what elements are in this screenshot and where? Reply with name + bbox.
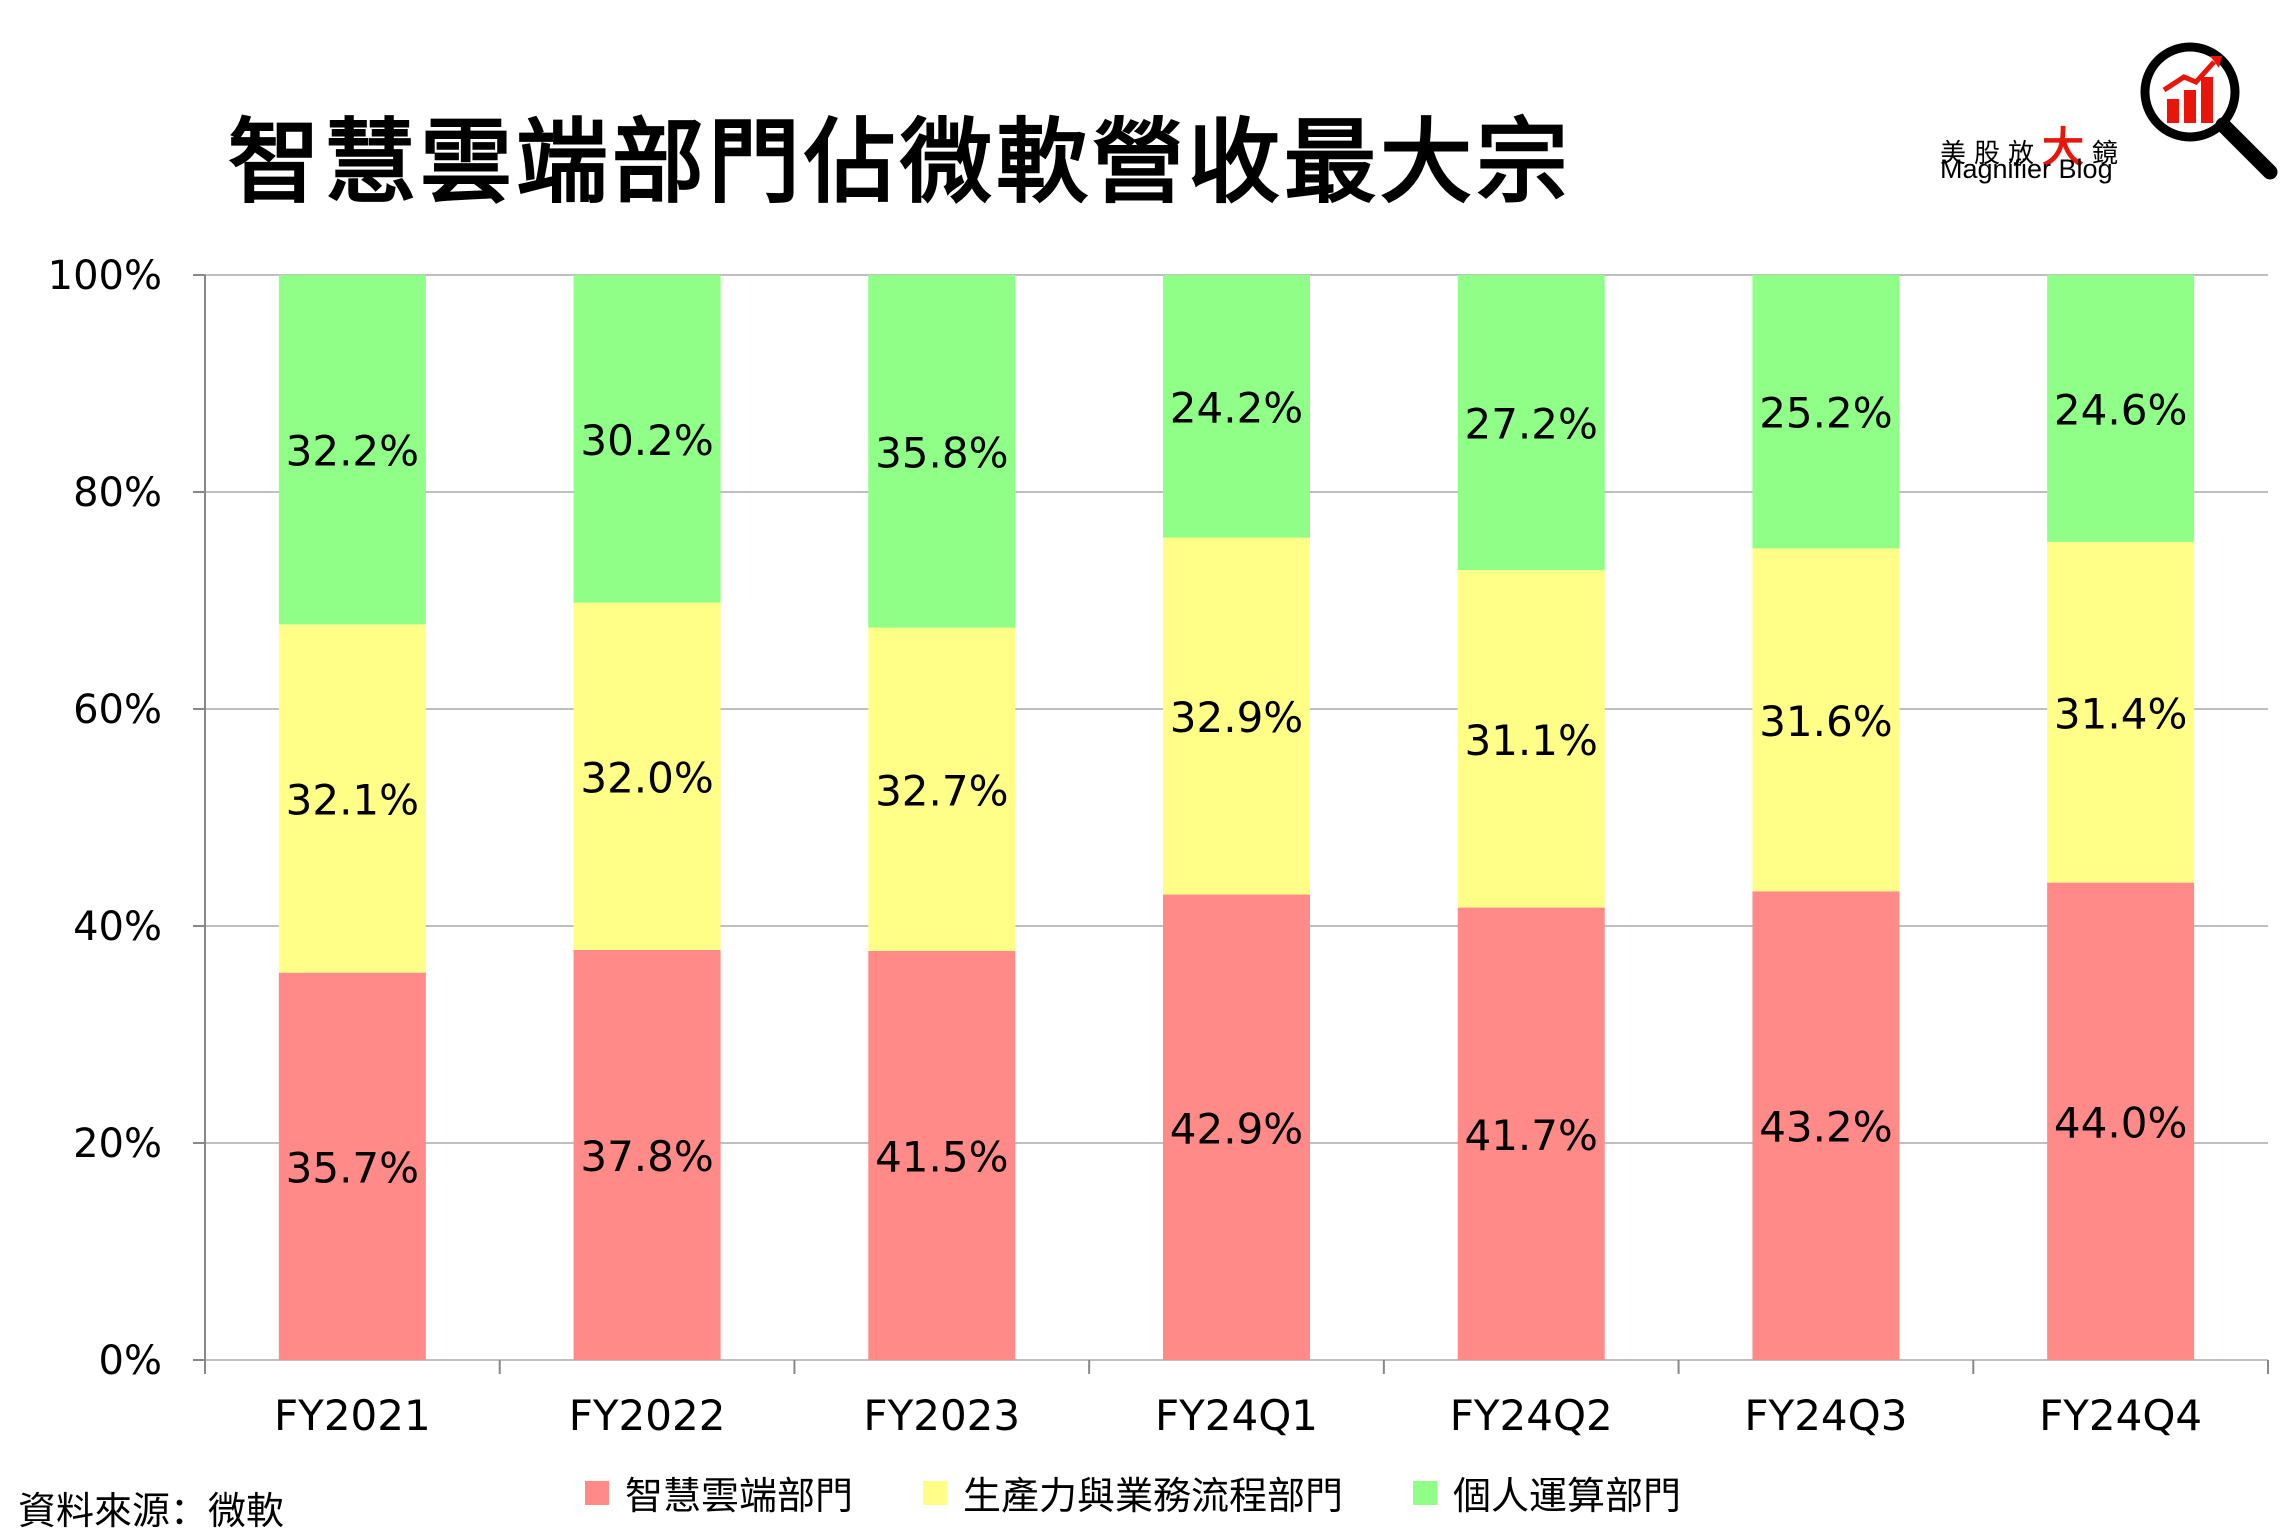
x-tick-label: FY2022: [569, 1391, 726, 1440]
data-label: 25.2%: [1759, 389, 1892, 438]
data-label: 27.2%: [1464, 400, 1597, 449]
x-tick-label: FY2023: [863, 1391, 1020, 1440]
bar-segment: [573, 602, 721, 950]
y-tick-label: 60%: [73, 687, 162, 733]
data-label: 44.0%: [2054, 1098, 2187, 1147]
legend-item-productivity: 生產力與業務流程部門: [923, 1465, 1343, 1520]
data-label: 35.7%: [286, 1143, 419, 1192]
data-label: 31.6%: [1759, 697, 1892, 746]
data-label: 41.7%: [1464, 1111, 1597, 1160]
bar-segment: [1752, 275, 1900, 549]
legend-swatch-personal: [1413, 1480, 1438, 1505]
data-label: 35.8%: [875, 428, 1008, 477]
bar-segment: [868, 627, 1016, 951]
bar-segment: [278, 972, 426, 1360]
legend-item-cloud: 智慧雲端部門: [585, 1465, 853, 1520]
bar-segment: [1457, 907, 1605, 1360]
bar-segment: [1163, 537, 1310, 895]
data-label: 32.2%: [286, 427, 419, 476]
y-tick-label: 80%: [73, 470, 162, 516]
legend-label-productivity: 生產力與業務流程部門: [963, 1474, 1344, 1518]
magnifier-blog-logo: 美股放大鏡 Magnifier Blog: [1930, 30, 2280, 200]
bar-segment: [1457, 275, 1605, 571]
data-label: 32.1%: [286, 776, 419, 825]
bar-segment: [1163, 275, 1310, 538]
bar-segment: [1752, 891, 1900, 1360]
data-label: 42.9%: [1170, 1104, 1303, 1153]
bar-segment: [868, 275, 1016, 628]
legend-swatch-cloud: [585, 1480, 609, 1505]
data-label: 31.4%: [2054, 689, 2187, 738]
x-tick-label: FY24Q1: [1155, 1391, 1318, 1440]
x-tick-label: FY24Q3: [1744, 1391, 1907, 1440]
y-tick-label: 40%: [73, 904, 162, 950]
bar-segment: [1752, 548, 1900, 892]
legend-label-personal: 個人運算部門: [1453, 1474, 1682, 1518]
y-tick-label: 100%: [48, 253, 162, 299]
y-tick-label: 20%: [73, 1121, 162, 1167]
data-label: 37.8%: [580, 1132, 713, 1181]
bar-segment: [868, 950, 1016, 1360]
bar-segment: [2047, 541, 2195, 883]
logo-chinese-text: 美股放大鏡: [1940, 123, 2127, 172]
bar-segment: [278, 624, 426, 973]
x-tick-label: FY24Q2: [1450, 1391, 1613, 1440]
y-tick-label: 0%: [99, 1338, 162, 1384]
magnifier-icon: [2140, 42, 2278, 180]
data-label: 24.6%: [2054, 385, 2187, 434]
data-label: 32.9%: [1170, 693, 1303, 742]
data-label: 32.7%: [875, 766, 1008, 815]
x-tick-label: FY2021: [274, 1391, 431, 1440]
chart-title: 智慧雲端部門佔微軟營收最大宗: [227, 109, 1572, 216]
bar-segment: [573, 949, 721, 1360]
logo-english-text: Magnifier Blog: [1940, 154, 2113, 184]
data-label: 24.2%: [1170, 383, 1303, 432]
legend: 智慧雲端部門 生產力與業務流程部門 個人運算部門: [585, 1465, 1751, 1520]
bar-segment: [1163, 894, 1310, 1360]
data-label: 32.0%: [580, 753, 713, 802]
bar-segment: [1457, 570, 1605, 908]
data-label: 41.5%: [875, 1132, 1008, 1181]
data-source-note: 資料來源：微軟: [18, 1489, 285, 1533]
data-label: 43.2%: [1759, 1103, 1892, 1152]
legend-swatch-productivity: [923, 1480, 948, 1505]
legend-label-cloud: 智慧雲端部門: [625, 1474, 854, 1518]
x-tick-label: FY24Q4: [2039, 1391, 2202, 1440]
legend-item-personal: 個人運算部門: [1413, 1465, 1681, 1520]
data-label: 31.1%: [1464, 716, 1597, 765]
bar-segment: [573, 275, 721, 603]
bar-segment: [2047, 275, 2195, 542]
bar-segment: [278, 275, 426, 625]
data-label: 30.2%: [580, 416, 713, 465]
bar-segment: [2047, 882, 2195, 1360]
